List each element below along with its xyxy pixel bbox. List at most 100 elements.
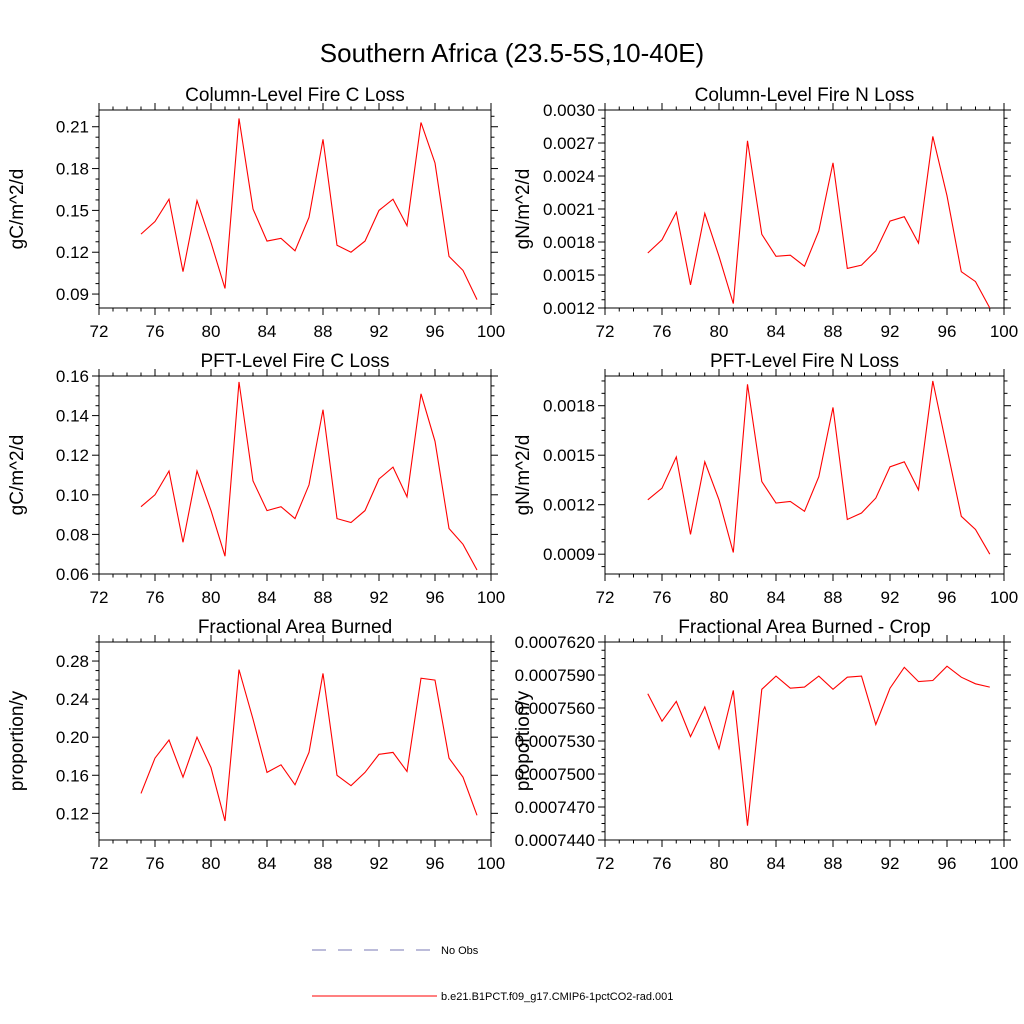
x-tick-label: 72 xyxy=(596,854,615,873)
y-tick-label: 0.24 xyxy=(56,690,89,709)
y-axis-label: gN/m^2/d xyxy=(513,169,534,250)
y-tick-label: 0.0015 xyxy=(543,446,595,465)
x-tick-label: 92 xyxy=(370,854,389,873)
x-tick-label: 92 xyxy=(881,322,900,341)
x-tick-label: 96 xyxy=(938,588,957,607)
y-tick-label: 0.16 xyxy=(56,367,89,386)
y-tick-label: 0.08 xyxy=(56,525,89,544)
x-tick-label: 80 xyxy=(710,854,729,873)
y-tick-label: 0.0007440 xyxy=(515,831,595,850)
y-tick-label: 0.0007530 xyxy=(515,732,595,751)
x-tick-label: 84 xyxy=(767,854,786,873)
y-tick-label: 0.0012 xyxy=(543,299,595,318)
x-tick-label: 76 xyxy=(146,588,165,607)
y-tick-label: 0.0007620 xyxy=(515,633,595,652)
x-tick-label: 72 xyxy=(596,588,615,607)
figure-title: Southern Africa (23.5-5S,10-40E) xyxy=(320,38,704,68)
plot-frame xyxy=(98,109,492,309)
x-tick-label: 80 xyxy=(710,588,729,607)
y-tick-label: 0.10 xyxy=(56,486,89,505)
y-tick-label: 0.0015 xyxy=(543,266,595,285)
y-tick-label: 0.12 xyxy=(56,243,89,262)
x-tick-label: 88 xyxy=(824,588,843,607)
x-tick-label: 100 xyxy=(477,588,505,607)
x-tick-label: 100 xyxy=(477,322,505,341)
y-tick-label: 0.18 xyxy=(56,160,89,179)
x-tick-label: 96 xyxy=(938,854,957,873)
y-axis-label: proportion/y xyxy=(7,690,28,791)
x-tick-label: 84 xyxy=(258,322,277,341)
x-tick-label: 84 xyxy=(258,854,277,873)
panel-title: PFT-Level Fire C Loss xyxy=(201,351,390,372)
y-tick-label: 0.0021 xyxy=(543,200,595,219)
y-tick-label: 0.0024 xyxy=(543,167,595,186)
x-tick-label: 76 xyxy=(653,322,672,341)
chart-panel: 72 76 80 84 88 92 96 100 0.0009 0.0012 0.0015 0.001… xyxy=(513,351,1018,607)
x-tick-label: 72 xyxy=(90,588,109,607)
y-tick-label: 0.28 xyxy=(56,652,89,671)
x-tick-label: 72 xyxy=(90,322,109,341)
x-tick-label: 92 xyxy=(881,854,900,873)
x-tick-label: 72 xyxy=(90,854,109,873)
plot-frame xyxy=(604,375,1005,575)
y-tick-label: 0.0009 xyxy=(543,545,595,564)
x-tick-label: 80 xyxy=(202,588,221,607)
x-tick-label: 88 xyxy=(314,854,333,873)
panels: 72 76 80 84 88 92 96 100 0.09 0.12 0.15 0.18 0.21 Col… xyxy=(7,85,1018,873)
y-tick-label: 0.0018 xyxy=(543,233,595,252)
legend-item: b.e21.B1PCT.f09_g17.CMIP6-1pctCO2-rad.00… xyxy=(312,991,673,1003)
panel-title: Fractional Area Burned - Crop xyxy=(678,617,930,638)
series-line xyxy=(140,118,478,300)
y-tick-label: 0.09 xyxy=(56,285,89,304)
chart-panel: 72 76 80 84 88 92 96 100 0.12 0.16 0.20 0.24 0.28 Fra… xyxy=(7,617,505,873)
legend-label: No Obs xyxy=(441,945,479,957)
y-tick-label: 0.06 xyxy=(56,565,89,584)
x-tick-label: 84 xyxy=(767,322,786,341)
plot-frame xyxy=(98,375,492,575)
y-tick-label: 0.0007560 xyxy=(515,699,595,718)
chart-panel: 72 76 80 84 88 92 96 100 0.0007440 0.0007470 0.000… xyxy=(513,617,1018,873)
y-axis-label: gN/m^2/d xyxy=(513,435,534,516)
x-tick-label: 92 xyxy=(881,588,900,607)
y-tick-label: 0.21 xyxy=(56,118,89,137)
x-tick-label: 100 xyxy=(477,854,505,873)
legend-item: No Obs xyxy=(312,945,479,957)
plot-frame xyxy=(98,641,492,841)
y-tick-label: 0.0007590 xyxy=(515,666,595,685)
x-tick-label: 76 xyxy=(146,854,165,873)
y-tick-label: 0.0030 xyxy=(543,101,595,120)
y-tick-label: 0.0012 xyxy=(543,496,595,515)
plot-frame xyxy=(604,109,1005,309)
y-tick-label: 0.16 xyxy=(56,766,89,785)
x-tick-label: 80 xyxy=(710,322,729,341)
x-tick-label: 88 xyxy=(824,322,843,341)
y-axis-label: gC/m^2/d xyxy=(7,435,28,516)
y-tick-label: 0.0018 xyxy=(543,397,595,416)
x-tick-label: 72 xyxy=(596,322,615,341)
x-tick-label: 80 xyxy=(202,854,221,873)
x-tick-label: 84 xyxy=(767,588,786,607)
panel-title: Fractional Area Burned xyxy=(198,617,392,638)
series-line xyxy=(647,380,991,555)
x-tick-label: 80 xyxy=(202,322,221,341)
series-line xyxy=(140,381,478,571)
x-tick-label: 76 xyxy=(146,322,165,341)
x-tick-label: 100 xyxy=(990,322,1018,341)
panel-title: Column-Level Fire C Loss xyxy=(185,85,405,106)
panel-title: PFT-Level Fire N Loss xyxy=(710,351,899,372)
y-tick-label: 0.0027 xyxy=(543,134,595,153)
x-tick-label: 100 xyxy=(990,588,1018,607)
series-line xyxy=(647,665,990,826)
chart-panel: 72 76 80 84 88 92 96 100 0.06 0.08 0.10 0.12 0.14 0.1… xyxy=(7,351,505,607)
y-tick-label: 0.12 xyxy=(56,446,89,465)
y-axis-label: gC/m^2/d xyxy=(7,169,28,250)
x-tick-label: 96 xyxy=(426,322,445,341)
x-tick-label: 92 xyxy=(370,588,389,607)
y-tick-label: 0.14 xyxy=(56,407,89,426)
x-tick-label: 88 xyxy=(314,322,333,341)
x-tick-label: 76 xyxy=(653,854,672,873)
x-tick-label: 96 xyxy=(938,322,957,341)
chart-panel: 72 76 80 84 88 92 96 100 0.09 0.12 0.15 0.18 0.21 Col… xyxy=(7,85,505,341)
y-tick-label: 0.20 xyxy=(56,728,89,747)
